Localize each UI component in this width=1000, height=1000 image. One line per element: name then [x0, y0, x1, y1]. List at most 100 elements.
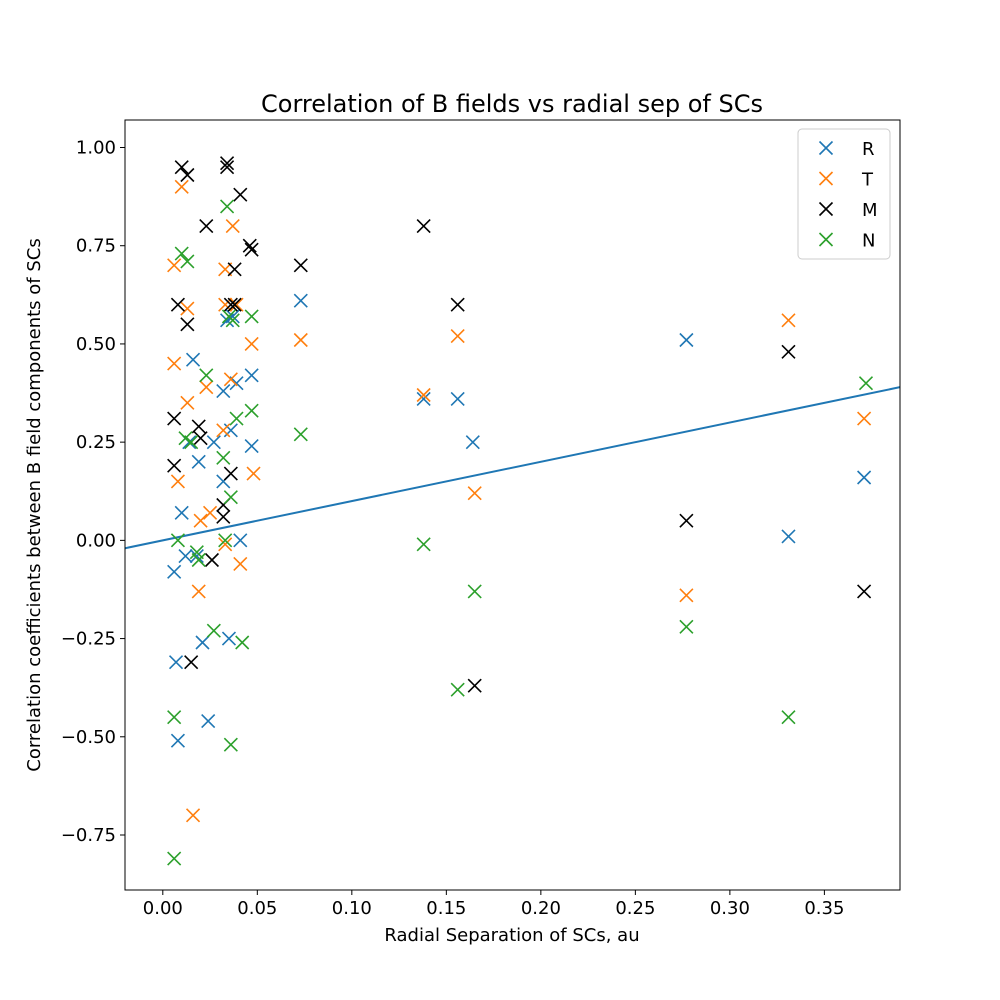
marker-t-20 — [246, 466, 261, 481]
legend-marker — [818, 232, 834, 247]
marker-m-16 — [223, 466, 238, 481]
marker-r-9 — [195, 635, 210, 650]
marker-m-10 — [204, 552, 220, 568]
marker-m-2 — [170, 297, 185, 312]
marker-r-27 — [781, 529, 796, 544]
x-tick-label: 0.15 — [426, 898, 466, 919]
marker-n-28 — [858, 376, 874, 391]
marker-t-4 — [180, 301, 195, 316]
marker-m-5 — [180, 317, 195, 332]
marker-r-1 — [170, 733, 185, 748]
marker-n-10 — [206, 623, 221, 638]
legend-marker — [818, 171, 834, 186]
legend-label: T — [861, 170, 874, 191]
marker-m-0 — [167, 411, 182, 426]
marker-r-6 — [185, 352, 201, 367]
x-tick-label: 0.10 — [332, 898, 372, 919]
marker-n-0 — [167, 851, 182, 866]
marker-m-1 — [167, 458, 182, 473]
marker-r-11 — [206, 435, 221, 450]
marker-t-26 — [781, 313, 796, 328]
legend-box — [797, 128, 891, 260]
marker-m-9 — [199, 219, 214, 234]
marker-t-24 — [467, 486, 482, 501]
marker-m-17 — [227, 297, 242, 312]
x-tick-label: 0.35 — [804, 898, 844, 919]
marker-t-16 — [225, 219, 240, 234]
marker-n-24 — [450, 682, 465, 697]
x-tick-label: 0.05 — [237, 898, 277, 919]
marker-m-20 — [242, 238, 257, 253]
marker-r-19 — [233, 533, 248, 548]
y-tick-label: 0.50 — [76, 334, 116, 355]
plot-frame — [124, 119, 901, 891]
marker-m-26 — [679, 513, 694, 528]
marker-t-15 — [223, 372, 238, 387]
marker-r-15 — [221, 631, 237, 646]
marker-t-19 — [244, 336, 259, 351]
y-tick-label: 1.00 — [76, 138, 116, 159]
marker-n-8 — [191, 552, 206, 568]
marker-m-28 — [857, 584, 872, 599]
marker-t-11 — [216, 423, 231, 438]
marker-t-23 — [450, 329, 465, 344]
marker-r-3 — [174, 505, 189, 520]
x-axis-label: Radial Separation of SCs, au — [384, 925, 639, 946]
marker-t-14 — [218, 537, 233, 552]
marker-r-22 — [293, 293, 308, 308]
y-tick-label: 0.75 — [76, 236, 116, 257]
chart-title: Correlation of B fields vs radial sep of… — [261, 90, 763, 118]
x-tick-label: 0.25 — [615, 898, 655, 919]
marker-m-27 — [781, 344, 796, 359]
marker-t-9 — [199, 380, 214, 395]
marker-r-23 — [416, 391, 431, 406]
marker-n-18 — [229, 411, 244, 426]
marker-r-12 — [216, 384, 231, 399]
marker-r-8 — [191, 454, 206, 469]
marker-n-12 — [218, 533, 233, 548]
marker-n-26 — [679, 619, 694, 634]
marker-n-6 — [184, 435, 199, 450]
marker-m-18 — [227, 262, 242, 277]
legend-marker — [818, 140, 834, 156]
y-tick-label: 0.25 — [76, 432, 116, 453]
marker-t-3 — [174, 179, 189, 194]
marker-n-15 — [223, 490, 238, 505]
marker-r-0 — [167, 564, 182, 579]
marker-m-22 — [293, 258, 308, 273]
marker-t-10 — [202, 505, 218, 520]
y-tick-label: −0.50 — [61, 727, 116, 748]
marker-m-19 — [233, 187, 248, 202]
legend-item-r: R — [818, 139, 875, 160]
marker-t-17 — [229, 297, 244, 312]
marker-t-25 — [679, 588, 694, 603]
marker-t-2 — [170, 474, 185, 489]
marker-n-9 — [199, 368, 214, 383]
marker-n-13 — [220, 199, 235, 214]
marker-r-28 — [857, 470, 872, 485]
x-tick-label: 0.00 — [143, 898, 183, 919]
marker-r-17 — [225, 309, 240, 324]
marker-t-8 — [193, 513, 208, 528]
marker-m-8 — [193, 431, 208, 446]
marker-r-26 — [679, 332, 694, 348]
marker-m-4 — [180, 167, 195, 183]
marker-t-0 — [167, 258, 182, 273]
marker-m-12 — [216, 509, 231, 524]
marker-n-1 — [167, 710, 182, 725]
marker-m-7 — [191, 419, 206, 434]
marker-r-24 — [450, 391, 465, 406]
legend-marker — [818, 201, 834, 217]
marker-r-7 — [189, 549, 204, 564]
marker-m-14 — [220, 160, 235, 175]
x-tick-label: 0.30 — [710, 898, 750, 919]
marker-r-21 — [244, 439, 259, 454]
legend-item-m: M — [818, 200, 878, 221]
marker-m-24 — [450, 297, 465, 312]
marker-n-19 — [235, 635, 250, 650]
marker-r-2 — [168, 655, 184, 670]
y-tick-label: 0.00 — [76, 530, 116, 551]
marker-t-21 — [293, 332, 308, 348]
marker-r-4 — [178, 549, 193, 564]
marker-m-23 — [416, 219, 431, 234]
